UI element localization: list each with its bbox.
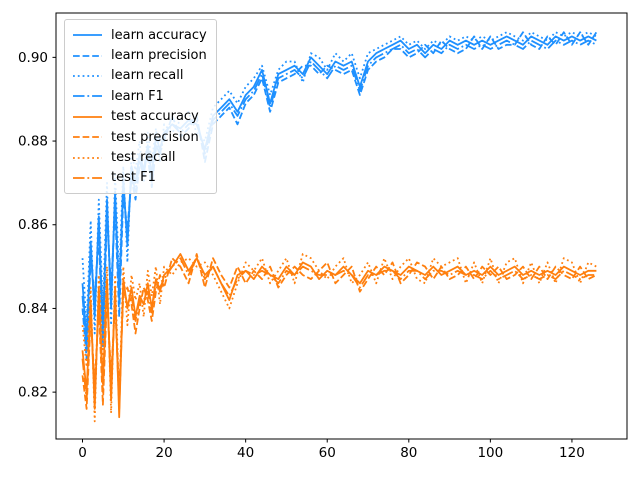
series-line-test-f1 (81, 257, 597, 410)
legend: learn accuracy learn precision learn recal… (64, 19, 217, 195)
x-tick-label: 20 (155, 445, 172, 461)
x-tick-label: 120 (559, 445, 585, 461)
legend-item-label: learn precision (111, 48, 207, 64)
legend-line-sample-icon (73, 156, 102, 159)
x-tick-label: 60 (319, 445, 336, 461)
legend-item-label: test accuracy (111, 109, 199, 125)
legend-item-label: test F1 (111, 170, 156, 186)
legend-line-sample-icon (73, 115, 102, 118)
series-line-learn-recall (81, 31, 597, 335)
legend-line-sample-icon (73, 75, 102, 77)
legend-item-test-precision: test precision (72, 127, 207, 147)
legend-item-label: test recall (111, 150, 176, 166)
legend-line-sample-icon (73, 177, 102, 179)
y-tick-label: 0.90 (18, 50, 48, 66)
x-tick-label: 100 (477, 445, 503, 461)
legend-item-test-f1: test F1 (72, 168, 207, 188)
x-tick-label: 40 (237, 445, 254, 461)
y-tick-label: 0.86 (18, 217, 48, 233)
legend-item-label: learn accuracy (111, 27, 207, 43)
x-tick-label: 0 (78, 445, 87, 461)
series-line-test-precision (81, 253, 597, 410)
legend-item-learn-precision: learn precision (72, 45, 207, 65)
y-tick-label: 0.84 (18, 301, 48, 317)
legend-line-sample-icon (73, 95, 102, 98)
legend-item-label: test precision (111, 129, 199, 145)
x-tick-label: 80 (400, 445, 417, 461)
legend-item-test-accuracy: test accuracy (72, 107, 207, 127)
y-tick-label: 0.82 (18, 385, 48, 401)
legend-item-label: learn recall (111, 68, 184, 84)
legend-item-learn-recall: learn recall (72, 66, 207, 86)
legend-item-learn-f1: learn F1 (72, 86, 207, 106)
axes-spines (55, 12, 628, 440)
legend-line-sample-icon (73, 54, 102, 57)
series-line-test-recall (81, 253, 597, 423)
y-tick-label: 0.88 (18, 134, 48, 150)
legend-line-sample-icon (73, 136, 102, 139)
legend-item-learn-accuracy: learn accuracy (72, 25, 207, 45)
legend-item-label: learn F1 (111, 88, 164, 104)
legend-item-test-recall: test recall (72, 147, 207, 167)
legend-line-sample-icon (73, 34, 102, 37)
